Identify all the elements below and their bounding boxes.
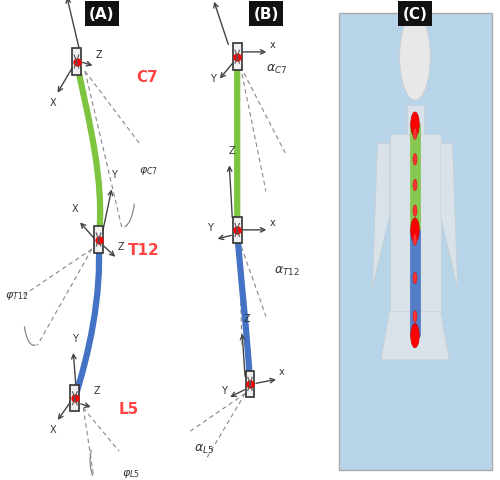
- FancyBboxPatch shape: [72, 49, 81, 76]
- Text: Y: Y: [207, 222, 213, 232]
- FancyBboxPatch shape: [233, 217, 241, 244]
- Text: $\varphi_{T12}$: $\varphi_{T12}$: [5, 289, 28, 301]
- Text: x: x: [279, 366, 285, 376]
- Circle shape: [413, 311, 417, 323]
- FancyBboxPatch shape: [233, 44, 241, 71]
- Polygon shape: [381, 312, 449, 360]
- Text: Z: Z: [96, 49, 102, 60]
- Text: $\alpha_{T12}$: $\alpha_{T12}$: [274, 264, 300, 278]
- Text: L5: L5: [119, 401, 139, 416]
- Polygon shape: [410, 125, 420, 230]
- Circle shape: [413, 180, 417, 192]
- Circle shape: [411, 218, 419, 242]
- Text: Z: Z: [244, 313, 250, 324]
- Polygon shape: [410, 230, 420, 336]
- FancyBboxPatch shape: [246, 371, 254, 397]
- Text: $\varphi_{C7}$: $\varphi_{C7}$: [140, 165, 158, 177]
- Text: Y: Y: [210, 73, 216, 84]
- Text: $\alpha_{L5}$: $\alpha_{L5}$: [194, 442, 214, 456]
- Polygon shape: [440, 144, 458, 288]
- Text: (C): (C): [402, 7, 427, 22]
- Polygon shape: [372, 144, 390, 288]
- Text: Y: Y: [111, 169, 117, 180]
- Circle shape: [411, 113, 419, 137]
- Polygon shape: [406, 106, 424, 134]
- FancyBboxPatch shape: [94, 227, 104, 253]
- Circle shape: [400, 14, 430, 101]
- Text: X: X: [50, 97, 56, 108]
- Text: (B): (B): [254, 7, 278, 22]
- Circle shape: [413, 154, 417, 166]
- Text: X: X: [50, 424, 56, 434]
- Text: $\varphi_{L5}$: $\varphi_{L5}$: [122, 467, 140, 479]
- Polygon shape: [390, 134, 440, 312]
- Text: (A): (A): [89, 7, 115, 22]
- Circle shape: [413, 205, 417, 217]
- Text: Z: Z: [118, 241, 124, 252]
- FancyBboxPatch shape: [70, 385, 80, 411]
- Text: T12: T12: [128, 242, 159, 257]
- Text: $\alpha_{C7}$: $\alpha_{C7}$: [266, 63, 287, 76]
- Circle shape: [411, 324, 419, 348]
- Text: Z: Z: [229, 145, 235, 156]
- Text: X: X: [72, 203, 78, 213]
- Text: x: x: [270, 217, 276, 228]
- Text: C7: C7: [136, 70, 158, 84]
- Text: Y: Y: [222, 385, 228, 396]
- Text: Z: Z: [94, 385, 100, 396]
- Circle shape: [413, 129, 417, 140]
- Text: Y: Y: [72, 333, 78, 343]
- Circle shape: [413, 234, 417, 246]
- Text: x: x: [270, 40, 276, 50]
- Circle shape: [413, 273, 417, 284]
